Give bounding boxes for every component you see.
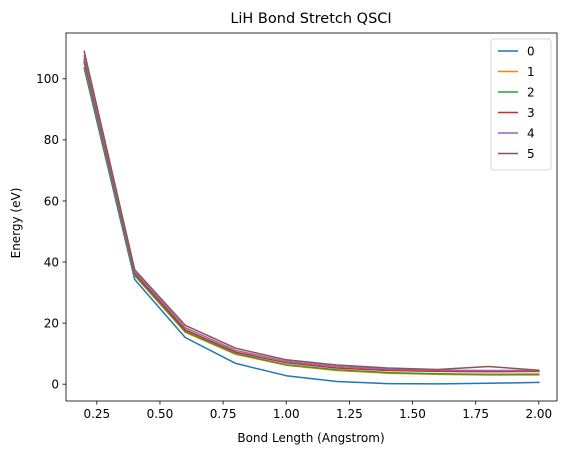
legend-label-2: 2 (527, 85, 535, 99)
plot-area (65, 32, 558, 402)
legend: 0 1 2 3 4 5 (490, 38, 552, 171)
y-tick-label: 0 (51, 378, 59, 392)
y-tick-label: 60 (44, 194, 59, 208)
x-tick-label: 0.75 (210, 407, 237, 421)
chart-title: LiH Bond Stretch QSCI (230, 11, 391, 27)
x-tick-label: 0.25 (83, 407, 110, 421)
legend-label-3: 3 (527, 106, 535, 120)
y-axis: 0 20 40 60 80 100 (36, 72, 66, 392)
legend-label-1: 1 (527, 65, 535, 79)
series-line-4 (83, 54, 540, 372)
x-tick-label: 1.75 (462, 407, 489, 421)
x-tick-label: 2.00 (525, 407, 552, 421)
legend-label-0: 0 (527, 44, 535, 58)
x-tick-label: 1.00 (273, 407, 300, 421)
y-tick-label: 20 (44, 316, 59, 330)
x-axis-label: Bond Length (Angstrom) (237, 431, 384, 445)
series-line-2 (83, 61, 540, 376)
x-tick-label: 0.50 (147, 407, 174, 421)
y-tick-label: 40 (44, 255, 59, 269)
x-tick-label: 1.25 (336, 407, 363, 421)
x-axis: 0.25 0.50 0.75 1.00 1.25 1.50 1.75 2.00 (83, 401, 552, 421)
legend-box (490, 38, 552, 171)
y-axis-label: Energy (eV) (9, 188, 23, 259)
y-tick-label: 80 (44, 133, 59, 147)
plot-frame (65, 32, 558, 402)
series-line-1 (83, 62, 540, 376)
legend-label-5: 5 (527, 147, 535, 161)
x-tick-label: 1.50 (399, 407, 426, 421)
legend-label-4: 4 (527, 126, 535, 140)
series-line-3 (83, 58, 540, 373)
series-line-5 (83, 50, 540, 372)
series-line-0 (83, 67, 540, 385)
y-tick-label: 100 (36, 72, 59, 86)
